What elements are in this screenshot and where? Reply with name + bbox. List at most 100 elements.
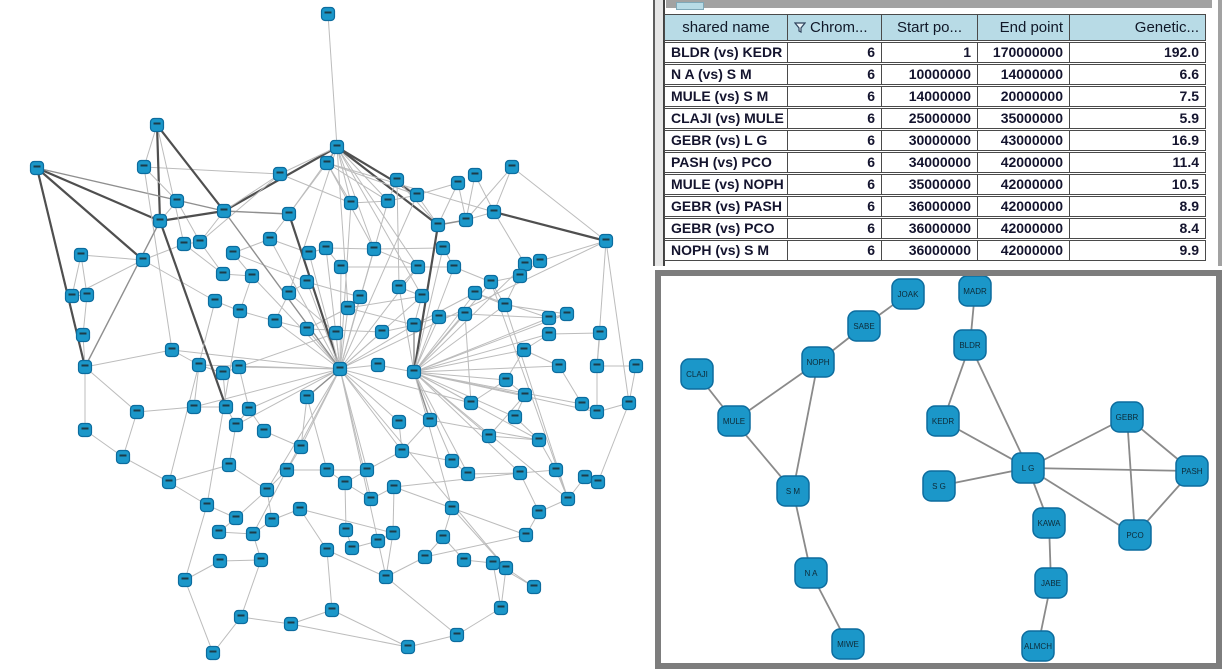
network-node[interactable] <box>333 259 349 275</box>
network-node[interactable] <box>400 639 416 655</box>
network-node[interactable] <box>218 399 234 415</box>
node-bldr[interactable] <box>953 329 987 361</box>
column-header-0[interactable]: shared name <box>664 14 788 41</box>
network-node[interactable] <box>391 414 407 430</box>
node-kedr[interactable] <box>926 405 960 437</box>
network-node[interactable] <box>215 365 231 381</box>
table-row[interactable]: NOPH (vs) S M 6 36000000 42000000 9.9 <box>664 240 1206 261</box>
table-cell[interactable]: 5.9 <box>1069 108 1206 129</box>
network-node[interactable] <box>161 474 177 490</box>
network-node[interactable] <box>444 500 460 516</box>
network-node[interactable] <box>389 172 405 188</box>
network-node[interactable] <box>228 417 244 433</box>
network-node[interactable] <box>435 240 451 256</box>
table-cell[interactable]: 6 <box>787 218 882 239</box>
network-node[interactable] <box>152 213 168 229</box>
node-sabe[interactable] <box>847 310 881 342</box>
network-node[interactable] <box>541 326 557 342</box>
network-node[interactable] <box>589 404 605 420</box>
network-node[interactable] <box>406 317 422 333</box>
table-cell[interactable]: MULE (vs) NOPH <box>664 174 788 195</box>
table-cell[interactable]: 6 <box>787 42 882 63</box>
filter-icon[interactable] <box>794 21 806 33</box>
table-cell[interactable]: BLDR (vs) KEDR <box>664 42 788 63</box>
network-node[interactable] <box>577 469 593 485</box>
network-node[interactable] <box>621 395 637 411</box>
network-node[interactable] <box>363 491 379 507</box>
node-mule[interactable] <box>717 405 751 437</box>
node-n-a[interactable] <box>794 557 828 589</box>
table-cell[interactable]: 170000000 <box>977 42 1070 63</box>
network-node[interactable] <box>256 423 272 439</box>
network-node[interactable] <box>319 462 335 478</box>
network-node[interactable] <box>551 358 567 374</box>
network-node[interactable] <box>531 504 547 520</box>
node-gebr[interactable] <box>1110 401 1144 433</box>
table-cell[interactable]: 6 <box>787 152 882 173</box>
network-node[interactable] <box>337 475 353 491</box>
network-node[interactable] <box>338 522 354 538</box>
table-cell[interactable]: 42000000 <box>977 218 1070 239</box>
network-node[interactable] <box>64 288 80 304</box>
table-row[interactable]: PASH (vs) PCO 6 34000000 42000000 11.4 <box>664 152 1206 173</box>
node-madr[interactable] <box>958 275 992 307</box>
network-node[interactable] <box>191 357 207 373</box>
network-node[interactable] <box>177 572 193 588</box>
network-node[interactable] <box>430 217 446 233</box>
table-cell[interactable]: 6 <box>787 130 882 151</box>
network-node[interactable] <box>450 175 466 191</box>
network-node[interactable] <box>385 525 401 541</box>
table-cell[interactable]: 10.5 <box>1069 174 1206 195</box>
network-node[interactable] <box>559 306 575 322</box>
network-node[interactable] <box>281 285 297 301</box>
table-cell[interactable]: 35000000 <box>977 108 1070 129</box>
table-cell[interactable]: 25000000 <box>881 108 978 129</box>
table-row[interactable]: MULE (vs) S M 6 14000000 20000000 7.5 <box>664 86 1206 107</box>
table-cell[interactable]: 7.5 <box>1069 86 1206 107</box>
network-node[interactable] <box>207 293 223 309</box>
network-node[interactable] <box>267 313 283 329</box>
network-node[interactable] <box>211 524 227 540</box>
network-node[interactable] <box>592 325 608 341</box>
network-node[interactable] <box>504 159 520 175</box>
network-node[interactable] <box>205 645 221 661</box>
table-cell[interactable]: 14000000 <box>881 86 978 107</box>
table-cell[interactable]: 36000000 <box>881 196 978 217</box>
network-node[interactable] <box>628 358 644 374</box>
network-node[interactable] <box>73 247 89 263</box>
network-node[interactable] <box>386 479 402 495</box>
table-cell[interactable]: 20000000 <box>977 86 1070 107</box>
node-l-g[interactable] <box>1011 452 1045 484</box>
network-node[interactable] <box>512 465 528 481</box>
network-node[interactable] <box>328 325 344 341</box>
network-node[interactable] <box>414 288 430 304</box>
network-node[interactable] <box>244 268 260 284</box>
network-node[interactable] <box>444 453 460 469</box>
network-node[interactable] <box>560 491 576 507</box>
network-node[interactable] <box>79 287 95 303</box>
network-node[interactable] <box>318 240 334 256</box>
network-node[interactable] <box>498 372 514 388</box>
network-node[interactable] <box>378 569 394 585</box>
table-cell[interactable]: 42000000 <box>977 240 1070 261</box>
network-node[interactable] <box>319 155 335 171</box>
table-scrollbar-thumb[interactable] <box>676 2 704 10</box>
network-node[interactable] <box>507 409 523 425</box>
network-node[interactable] <box>574 396 590 412</box>
node-pash[interactable] <box>1175 455 1209 487</box>
table-row[interactable]: N A (vs) S M 6 10000000 14000000 6.6 <box>664 64 1206 85</box>
table-cell[interactable]: 35000000 <box>881 174 978 195</box>
network-node[interactable] <box>169 193 185 209</box>
network-node[interactable] <box>149 117 165 133</box>
node-s-m[interactable] <box>776 475 810 507</box>
network-node[interactable] <box>446 259 462 275</box>
table-cell[interactable]: PASH (vs) PCO <box>664 152 788 173</box>
table-cell[interactable]: 6 <box>787 196 882 217</box>
table-cell[interactable]: 36000000 <box>881 240 978 261</box>
node-claji[interactable] <box>680 358 714 390</box>
network-node[interactable] <box>512 268 528 284</box>
network-node[interactable] <box>409 187 425 203</box>
network-node[interactable] <box>541 310 557 326</box>
network-node[interactable] <box>380 193 396 209</box>
network-node[interactable] <box>233 609 249 625</box>
